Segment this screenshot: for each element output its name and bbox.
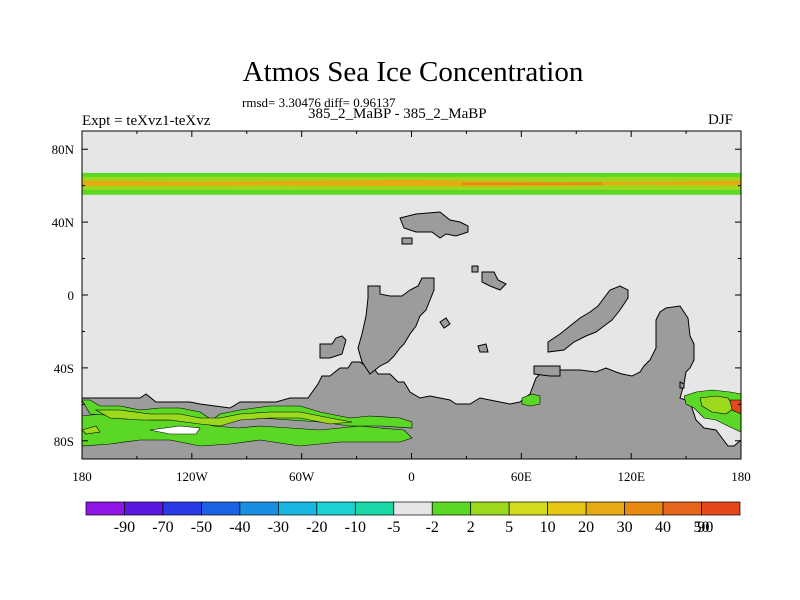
colorbar-box — [278, 501, 318, 516]
y-tick-label: 40N — [52, 215, 75, 230]
colorbar-box — [393, 501, 433, 516]
ice-patch-west-tip — [81, 425, 101, 435]
land-pacific-islet — [679, 381, 685, 389]
y-tick-label: 40S — [54, 361, 74, 376]
colorbar-box — [585, 501, 625, 516]
land-greenland — [399, 211, 469, 239]
land-europe — [481, 271, 507, 291]
run-label: 385_2_MaBP - 385_2_MaBP — [308, 106, 487, 122]
colorbar-box — [354, 501, 395, 516]
colorbar-box — [85, 501, 125, 516]
land-europe-isle — [471, 265, 479, 273]
colorbar-label: -30 — [268, 519, 289, 536]
land-antarctica — [81, 305, 742, 460]
y-tick-label: 0 — [68, 288, 75, 303]
colorbar-box — [508, 501, 548, 516]
land-atlantic-islet — [477, 343, 489, 353]
land-central-america — [319, 335, 347, 359]
x-tick-label: 180 — [731, 469, 751, 484]
season-label: DJF — [708, 112, 734, 128]
colorbar-label: -90 — [114, 519, 135, 536]
land-africa — [533, 365, 561, 377]
ice-patch-ross-mid — [94, 409, 353, 427]
colorbar-label: 10 — [540, 519, 556, 536]
y-tick-label: 80N — [52, 142, 75, 157]
land-south-america — [357, 277, 435, 375]
colorbar-box — [124, 501, 164, 516]
y-tick-label: 80S — [54, 434, 74, 449]
colorbar-label: -70 — [152, 519, 173, 536]
colorbar-label: 20 — [578, 519, 594, 536]
colorbar-label: 40 — [655, 519, 671, 536]
open-water-gap — [149, 425, 201, 435]
colorbar-label: 5 — [505, 519, 513, 536]
colorbar-box — [701, 501, 741, 516]
colorbar-box — [662, 501, 702, 516]
colorbar-label: -10 — [345, 519, 366, 536]
experiment-label: Expt = teXvz1-teXvz — [82, 113, 211, 129]
ice-patch-east-mid — [699, 395, 735, 415]
map-axes: 180 120W 60W 0 60E 120E 180 80N 40N 0 40S 80S — [52, 130, 751, 484]
colorbar-label: -20 — [306, 519, 327, 536]
colorbar-box — [624, 501, 664, 516]
x-tick-label: 60W — [289, 469, 315, 484]
colorbar-box — [547, 501, 587, 516]
colorbar-box — [470, 501, 510, 516]
stats-text: rmsd= 3.30476 diff= 0.96137 — [242, 95, 396, 110]
map-plot — [81, 131, 742, 460]
x-tick-label: 120E — [617, 469, 645, 484]
x-tick-label: 60E — [511, 469, 532, 484]
land-caribbean — [439, 317, 451, 329]
chart-title: Atmos Sea Ice Concentration — [242, 56, 584, 88]
land-greenland-island — [401, 237, 413, 245]
ice-patch-africa — [521, 393, 541, 407]
land-asia-arm — [547, 285, 629, 353]
colorbar-label: -40 — [229, 519, 250, 536]
northern-band-max — [462, 182, 602, 186]
colorbar-box — [316, 501, 356, 516]
x-tick-label: 120W — [176, 469, 209, 484]
colorbar-box — [201, 501, 241, 516]
colorbar-label: -2 — [426, 519, 439, 536]
x-tick-label: 0 — [408, 469, 415, 484]
colorbar-label: 50 — [694, 519, 710, 536]
colorbar-label: -5 — [387, 519, 400, 536]
colorbar-box — [162, 501, 202, 516]
colorbar-label: 2 — [467, 519, 475, 536]
colorbar-label: 30 — [617, 519, 633, 536]
colorbar-label: 90 — [697, 519, 713, 536]
colorbar-box — [239, 501, 279, 516]
colorbar-label: -50 — [191, 519, 212, 536]
x-tick-label: 180 — [72, 469, 92, 484]
colorbar-box — [431, 501, 472, 516]
